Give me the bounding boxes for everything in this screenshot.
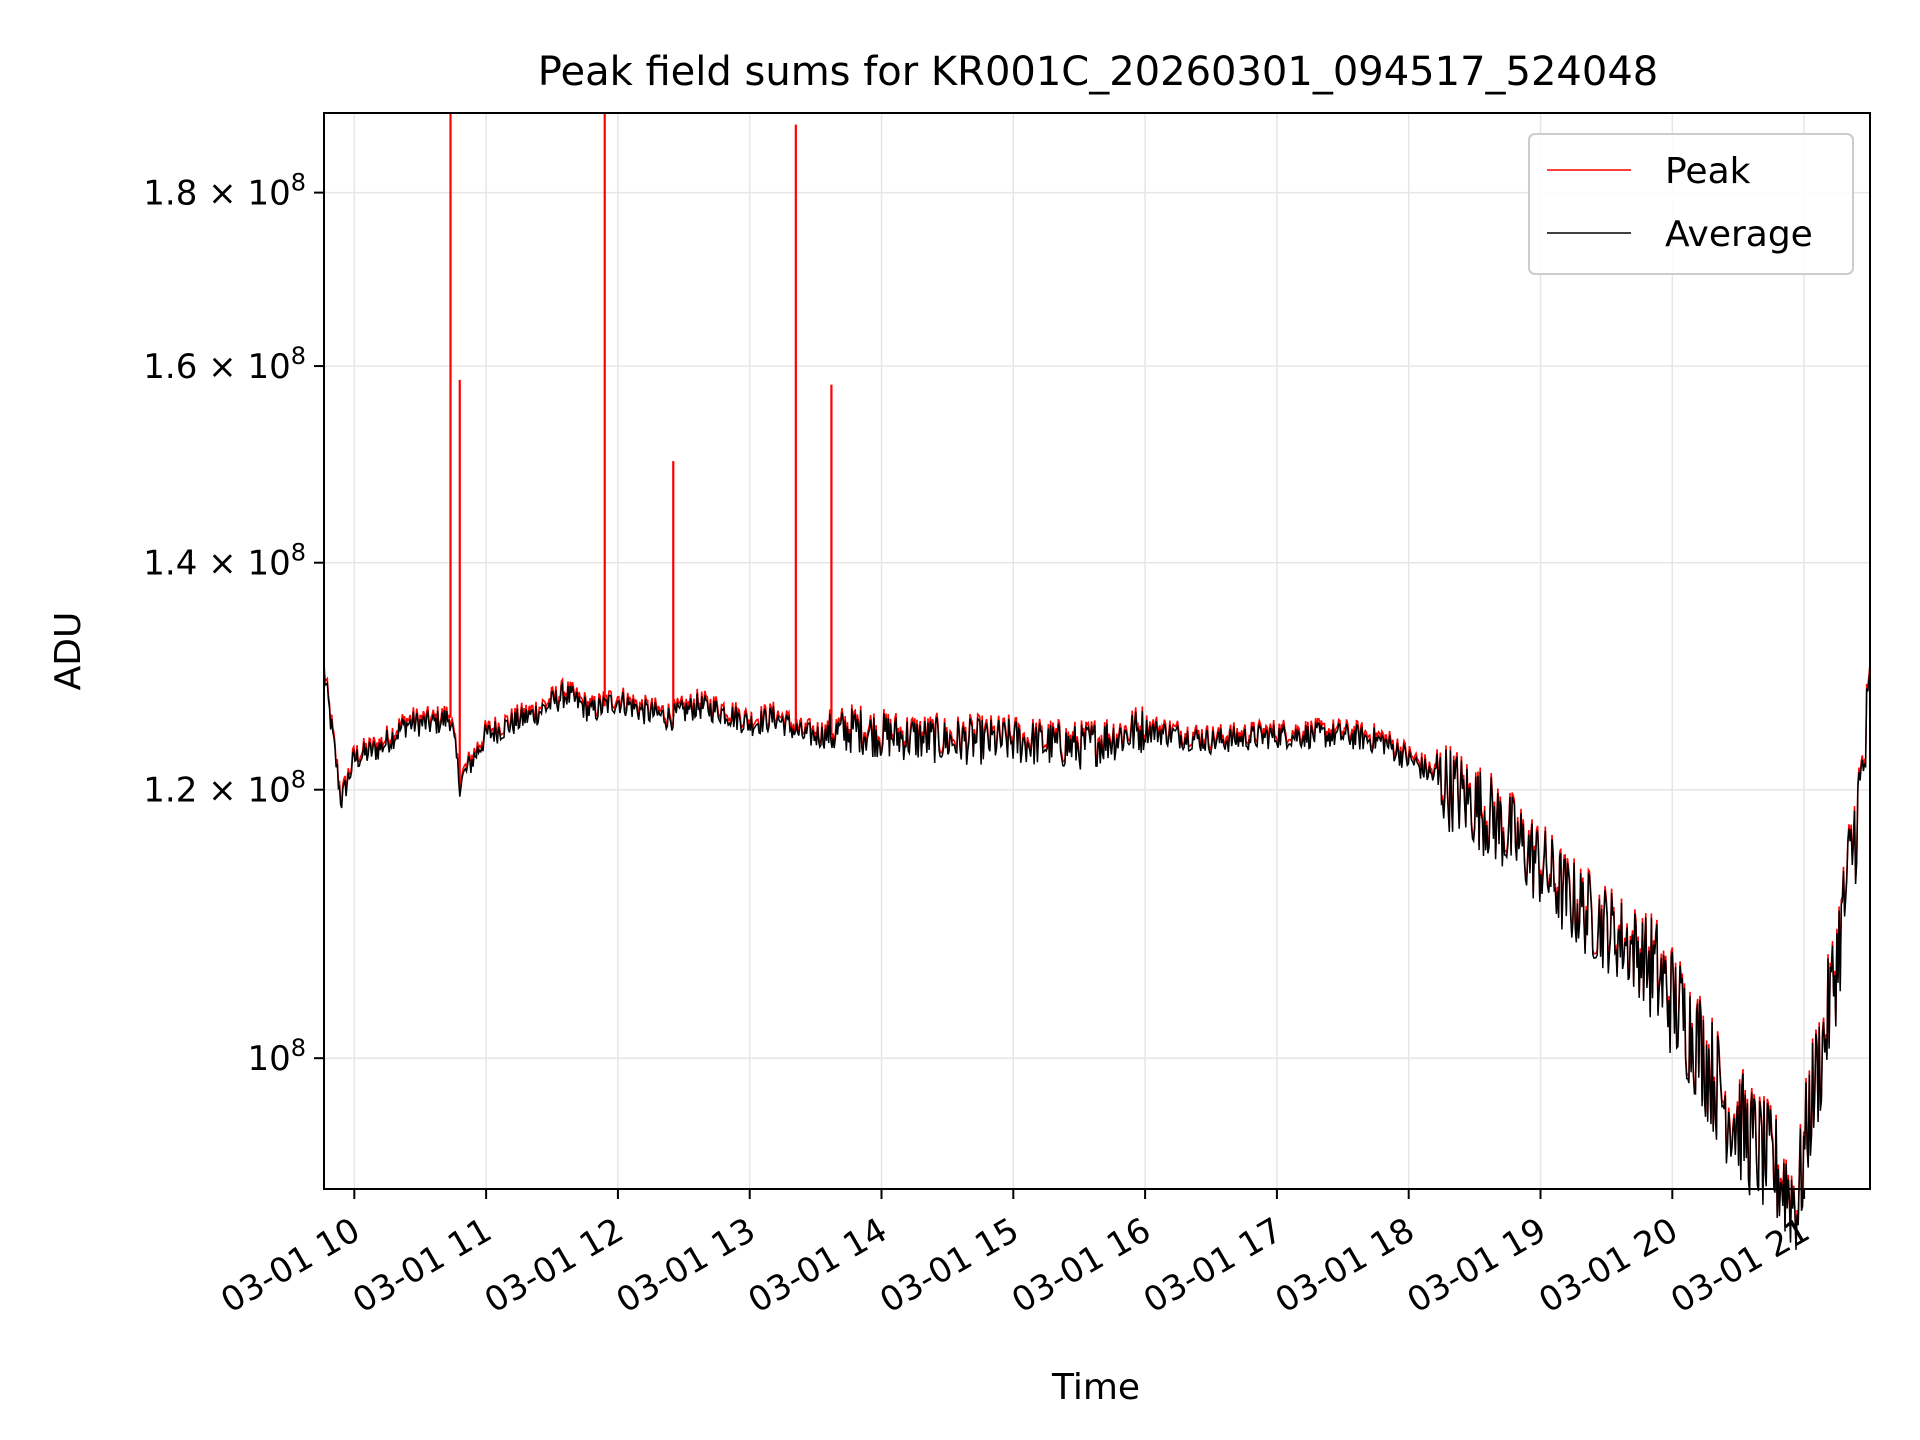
- y-tick-label-1: 1.2 × 108: [143, 766, 306, 811]
- plot-lines: [323, 113, 1871, 1250]
- legend-box: [1528, 133, 1854, 275]
- x-axis-label: Time: [1051, 1367, 1140, 1408]
- y-axis-label: ADU: [48, 612, 89, 691]
- legend: Peak Average: [1528, 133, 1854, 275]
- chart-title: Peak field sums for KR001C_20260301_0945…: [538, 49, 1658, 95]
- y-tick-label-3: 1.6 × 108: [143, 342, 306, 387]
- y-axis: 108 1.2 × 108 1.4 × 108 1.6 × 108 1.8 × 108: [143, 169, 324, 1079]
- y-tick-label-2: 1.4 × 108: [143, 539, 306, 584]
- series-average-line: [323, 667, 1871, 1250]
- legend-label-peak: Peak: [1665, 151, 1751, 192]
- y-tick-label-0: 108: [247, 1034, 306, 1079]
- grid: [324, 113, 1870, 1189]
- plot-frame: [323, 112, 1871, 1190]
- legend-label-average: Average: [1665, 214, 1813, 255]
- y-tick-label-4: 1.8 × 108: [143, 169, 306, 214]
